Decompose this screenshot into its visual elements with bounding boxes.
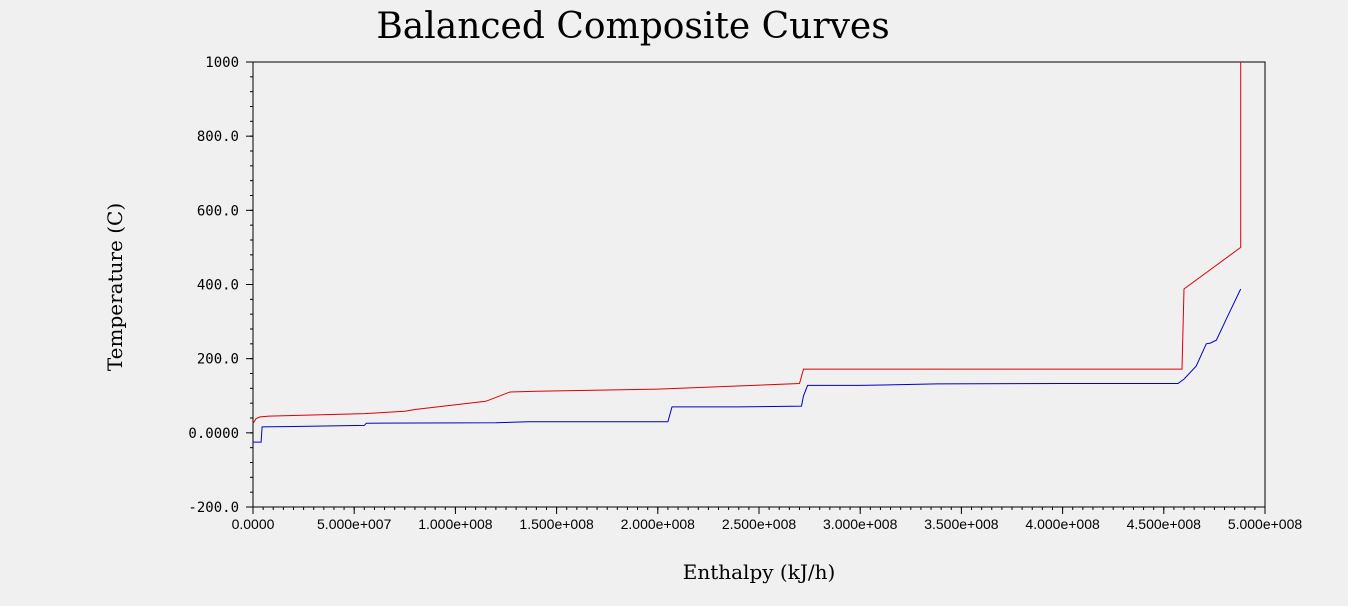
- x-tick-label: 3.500e+008: [924, 516, 999, 532]
- x-tick-label: 4.000e+008: [1025, 516, 1100, 532]
- y-tick-label: 1000: [205, 55, 239, 71]
- y-tick-label: 600.0: [197, 203, 239, 219]
- hot-composite-curve: [252, 62, 1242, 424]
- y-tick-label: 200.0: [197, 352, 239, 368]
- y-tick-label: 800.0: [197, 129, 239, 145]
- x-tick-label: 1.000e+008: [418, 516, 493, 532]
- x-tick-label: 3.000e+008: [823, 516, 898, 532]
- x-axis-title: Enthalpy (kJ/h): [683, 560, 836, 584]
- y-tick-label: 400.0: [197, 278, 239, 294]
- x-tick-label: 5.000e+008: [1228, 516, 1303, 532]
- x-tick-label: 2.000e+008: [621, 516, 696, 532]
- y-tick-label: -200.0: [188, 500, 239, 516]
- x-tick-label: 0.0000: [232, 516, 275, 532]
- cold-composite-curve: [253, 288, 1242, 443]
- x-tick-label: 2.500e+008: [722, 516, 797, 532]
- series-layer: [252, 62, 1242, 443]
- plot-frame: [252, 61, 1266, 508]
- y-axis: -200.0 0.0000 200.0 400.0 600.0 800.0 1000: [188, 55, 253, 516]
- x-tick-label: 5.000e+007: [317, 516, 392, 532]
- x-axis: 0.0000 5.000e+007 1.000e+008 1.500e+008 2.00…: [232, 507, 1303, 532]
- x-tick-label: 1.500e+008: [519, 516, 594, 532]
- y-axis-title: Temperature (C): [103, 203, 127, 371]
- y-tick-label: 0.0000: [188, 426, 239, 442]
- chart-title: Balanced Composite Curves: [376, 6, 889, 47]
- x-tick-label: 4.500e+008: [1127, 516, 1202, 532]
